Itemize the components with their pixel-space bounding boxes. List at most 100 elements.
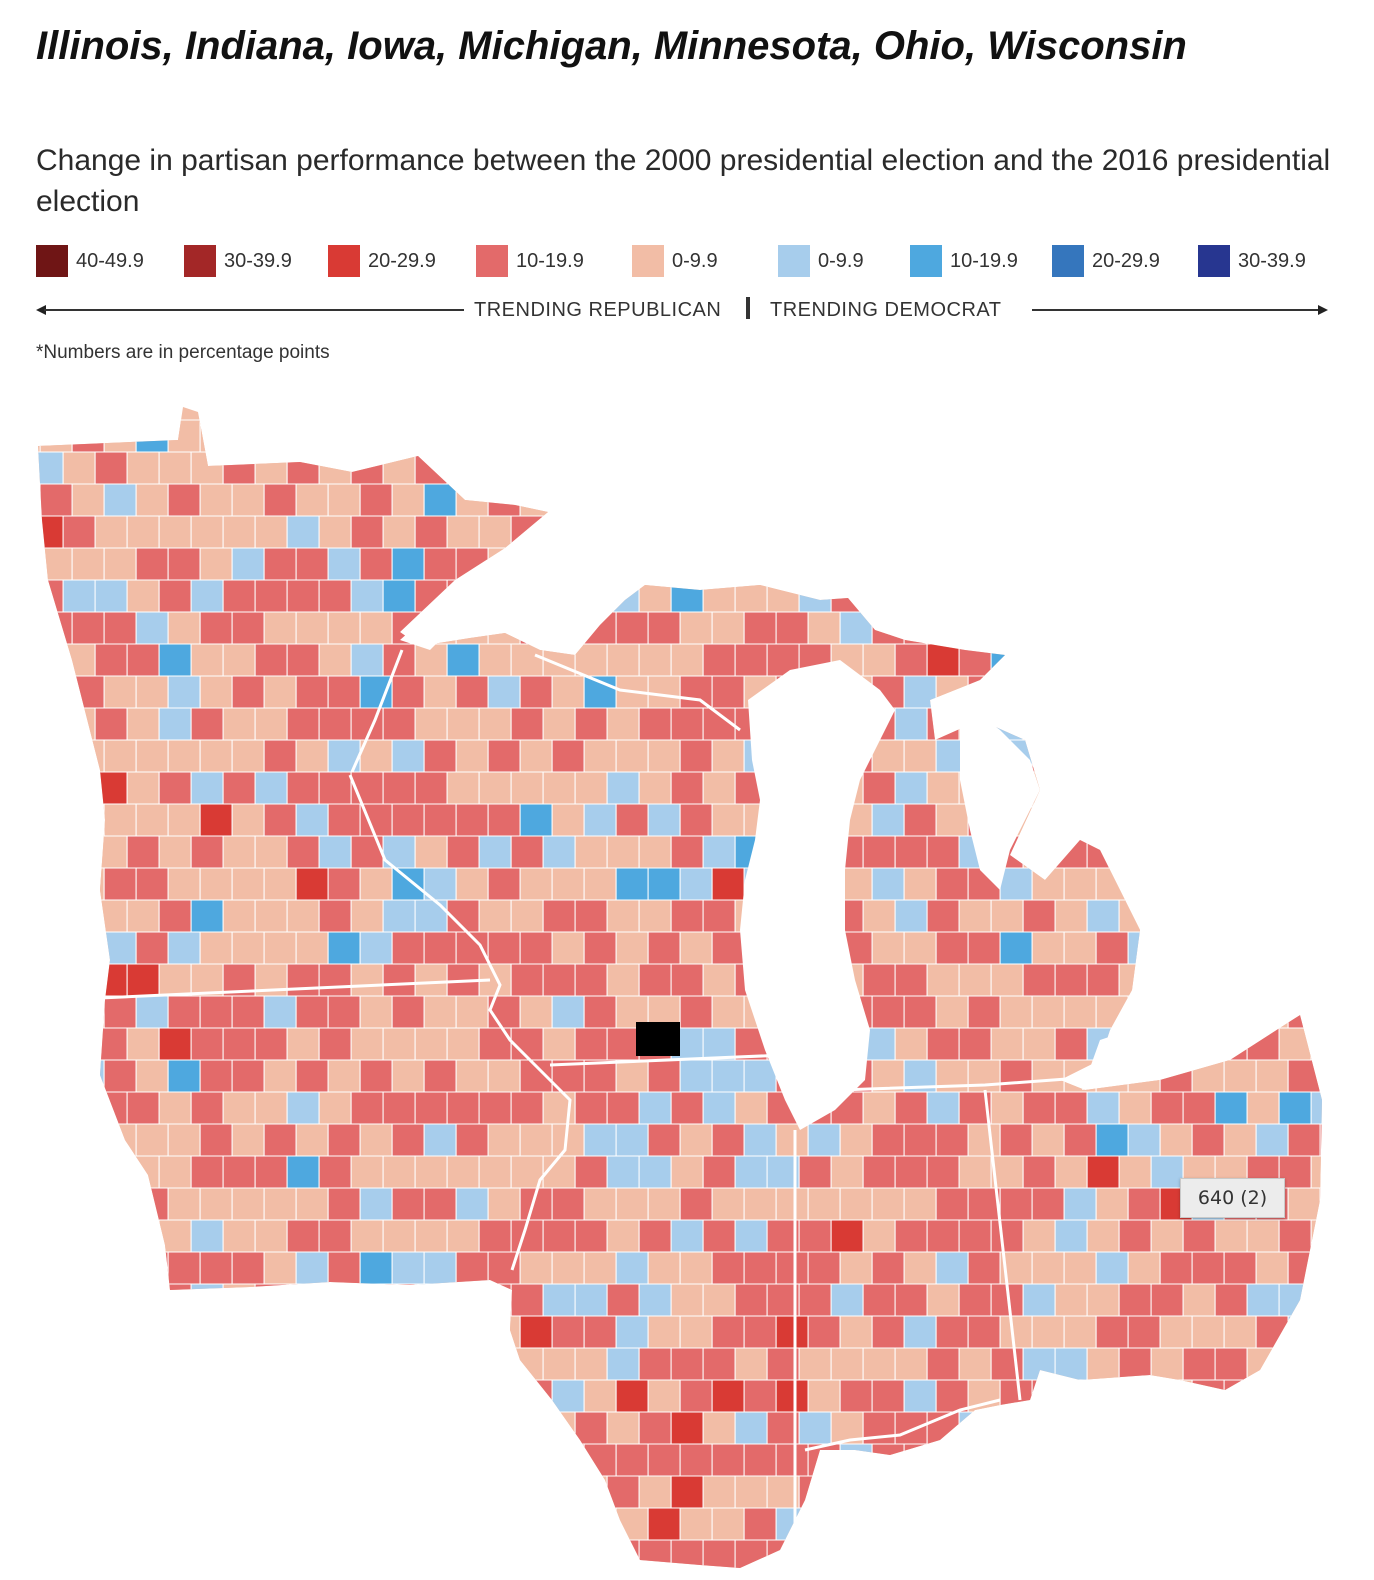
county-shape[interactable] (926, 1155, 960, 1189)
county-shape[interactable] (1095, 931, 1129, 965)
county-shape[interactable] (39, 483, 73, 517)
county-shape[interactable] (926, 835, 960, 869)
county-shape[interactable] (734, 1219, 768, 1253)
county-shape[interactable] (423, 675, 457, 709)
county-shape[interactable] (263, 1251, 297, 1285)
county-shape[interactable] (1159, 1123, 1193, 1157)
county-shape[interactable] (487, 1059, 521, 1093)
county-shape[interactable] (135, 547, 169, 581)
county-shape[interactable] (446, 1091, 480, 1125)
county-shape[interactable] (551, 803, 585, 837)
county-shape[interactable] (999, 1123, 1033, 1157)
county-shape[interactable] (1022, 1091, 1056, 1125)
county-shape[interactable] (478, 1091, 512, 1125)
county-shape[interactable] (94, 579, 128, 613)
county-shape[interactable] (318, 771, 352, 805)
county-shape[interactable] (455, 1187, 489, 1221)
county-shape[interactable] (1255, 1251, 1289, 1285)
county-shape[interactable] (574, 899, 608, 933)
county-shape[interactable] (830, 1347, 864, 1381)
county-shape[interactable] (423, 547, 457, 581)
county-shape[interactable] (167, 547, 201, 581)
county-shape[interactable] (1022, 1283, 1056, 1317)
county-shape[interactable] (263, 547, 297, 581)
county-shape[interactable] (647, 931, 681, 965)
county-shape[interactable] (670, 643, 704, 677)
county-shape[interactable] (679, 803, 713, 837)
county-shape[interactable] (295, 803, 329, 837)
county-shape[interactable] (839, 1379, 873, 1413)
county-shape[interactable] (510, 963, 544, 997)
county-shape[interactable] (71, 547, 105, 581)
county-shape[interactable] (318, 1027, 352, 1061)
county-shape[interactable] (295, 995, 329, 1029)
county-shape[interactable] (670, 1155, 704, 1189)
county-shape[interactable] (167, 803, 201, 837)
county-shape[interactable] (615, 1315, 649, 1349)
county-shape[interactable] (135, 995, 169, 1029)
county-shape[interactable] (1182, 1219, 1216, 1253)
county-shape[interactable] (158, 643, 192, 677)
county-shape[interactable] (638, 643, 672, 677)
county-shape[interactable] (190, 515, 224, 549)
county-shape[interactable] (830, 1283, 864, 1317)
county-shape[interactable] (254, 899, 288, 933)
county-shape[interactable] (519, 1251, 553, 1285)
county-shape[interactable] (391, 803, 425, 837)
county-shape[interactable] (359, 931, 393, 965)
county-shape[interactable] (1214, 1283, 1248, 1317)
county-shape[interactable] (743, 1507, 777, 1541)
county-shape[interactable] (254, 1091, 288, 1125)
county-shape[interactable] (1118, 1155, 1152, 1189)
county-shape[interactable] (574, 1091, 608, 1125)
county-shape[interactable] (990, 1027, 1024, 1061)
county-shape[interactable] (958, 963, 992, 997)
county-shape[interactable] (222, 771, 256, 805)
county-shape[interactable] (478, 835, 512, 869)
county-shape[interactable] (286, 643, 320, 677)
county-shape[interactable] (711, 675, 745, 709)
county-shape[interactable] (711, 1443, 745, 1477)
county-shape[interactable] (647, 1123, 681, 1157)
county-shape[interactable] (1063, 1123, 1097, 1157)
county-shape[interactable] (679, 1251, 713, 1285)
county-shape[interactable] (1022, 963, 1056, 997)
county-shape[interactable] (359, 1187, 393, 1221)
county-shape[interactable] (903, 931, 937, 965)
county-shape[interactable] (583, 1187, 617, 1221)
county-shape[interactable] (542, 1283, 576, 1317)
county-shape[interactable] (295, 1187, 329, 1221)
county-shape[interactable] (990, 1091, 1024, 1125)
county-shape[interactable] (391, 675, 425, 709)
county-shape[interactable] (798, 1347, 832, 1381)
county-shape[interactable] (414, 899, 448, 933)
county-shape[interactable] (126, 1091, 160, 1125)
county-shape[interactable] (286, 707, 320, 741)
county-shape[interactable] (190, 1091, 224, 1125)
county-shape[interactable] (478, 1155, 512, 1189)
county-shape[interactable] (903, 1123, 937, 1157)
county-shape[interactable] (199, 995, 233, 1029)
county-shape[interactable] (807, 1315, 841, 1349)
county-shape[interactable] (679, 867, 713, 901)
county-shape[interactable] (711, 739, 745, 773)
county-shape[interactable] (1095, 1251, 1129, 1285)
county-shape[interactable] (743, 1251, 777, 1285)
county-shape[interactable] (999, 1059, 1033, 1093)
county-shape[interactable] (222, 1091, 256, 1125)
county-shape[interactable] (702, 1027, 736, 1061)
county-shape[interactable] (1127, 1123, 1161, 1157)
county-shape[interactable] (350, 643, 384, 677)
county-shape[interactable] (615, 739, 649, 773)
county-shape[interactable] (510, 899, 544, 933)
county-shape[interactable] (990, 1219, 1024, 1253)
county-shape[interactable] (958, 1347, 992, 1381)
county-shape[interactable] (103, 739, 137, 773)
county-shape[interactable] (606, 771, 640, 805)
county-shape[interactable] (71, 483, 105, 517)
county-shape[interactable] (318, 1155, 352, 1189)
county-shape[interactable] (583, 1315, 617, 1349)
county-shape[interactable] (967, 1059, 1001, 1093)
county-shape[interactable] (103, 1059, 137, 1093)
county-shape[interactable] (1118, 1091, 1152, 1125)
